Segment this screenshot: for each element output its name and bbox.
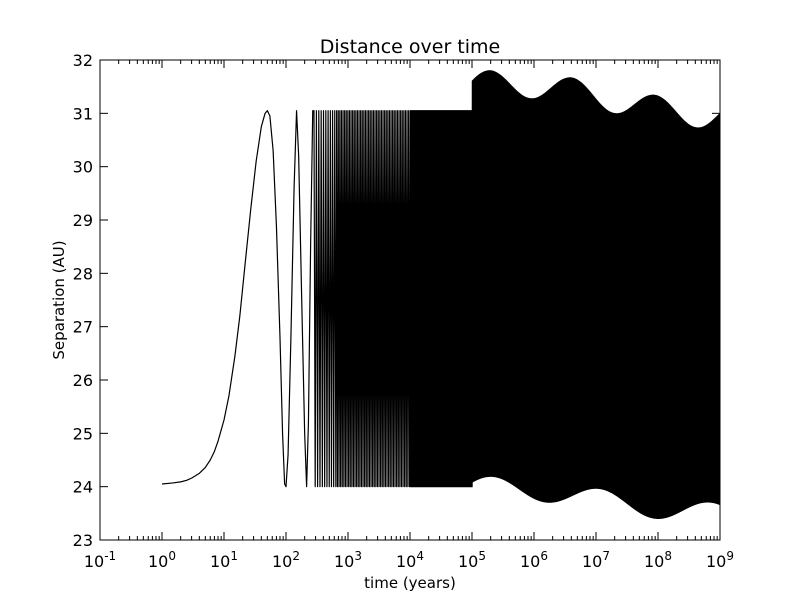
y-tick-label: 24 (73, 478, 93, 497)
y-tick-label: 25 (73, 424, 93, 443)
y-tick-label: 28 (73, 264, 93, 283)
x-tick-label: 109 (706, 549, 734, 571)
y-tick-label: 29 (73, 211, 93, 230)
x-tick-label: 104 (396, 549, 424, 571)
series-line (161, 70, 720, 519)
x-tick-label: 10-1 (84, 549, 116, 571)
x-tick-label: 108 (644, 549, 672, 571)
x-tick-label: 103 (334, 549, 362, 571)
y-tick-label: 32 (73, 51, 93, 70)
y-tick-label: 26 (73, 371, 93, 390)
x-axis-label: time (years) (364, 574, 456, 592)
y-axis-label: Separation (AU) (50, 240, 68, 359)
x-tick-label: 101 (210, 549, 238, 571)
y-tick-label: 27 (73, 318, 93, 337)
chart-title: Distance over time (320, 36, 500, 58)
x-tick-label: 106 (520, 549, 548, 571)
y-tick-label: 30 (73, 158, 93, 177)
x-tick-label: 107 (582, 549, 610, 571)
x-tick-label: 100 (148, 549, 176, 571)
y-tick-label: 23 (73, 531, 93, 550)
x-tick-label: 105 (458, 549, 486, 571)
y-tick-label: 31 (73, 104, 93, 123)
x-tick-label: 102 (272, 549, 300, 571)
